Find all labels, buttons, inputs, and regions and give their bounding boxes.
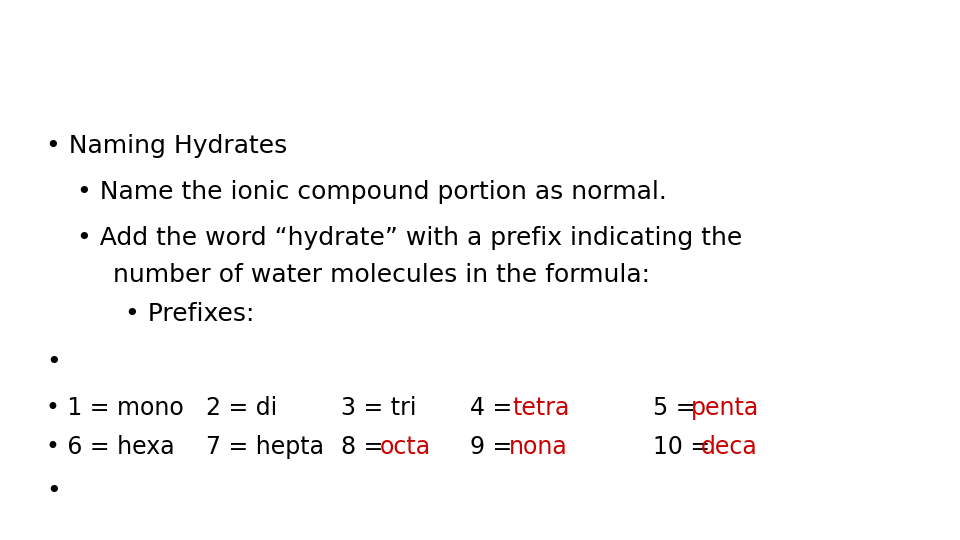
Text: 5 =: 5 = <box>653 396 703 420</box>
Text: deca: deca <box>701 435 757 459</box>
Text: • 1 = mono: • 1 = mono <box>46 396 183 420</box>
Text: • Naming Hydrates: • Naming Hydrates <box>46 134 287 158</box>
Text: 8 =: 8 = <box>341 435 391 459</box>
Text: • Name the ionic compound portion as normal.: • Name the ionic compound portion as nor… <box>77 180 666 204</box>
Text: 7 = hepta: 7 = hepta <box>206 435 324 459</box>
Text: • Prefixes:: • Prefixes: <box>125 302 254 326</box>
Text: • Add the word “hydrate” with a prefix indicating the: • Add the word “hydrate” with a prefix i… <box>77 226 742 249</box>
Text: octa: octa <box>380 435 431 459</box>
Text: penta: penta <box>691 396 759 420</box>
Text: •: • <box>46 480 60 503</box>
Text: 10 =: 10 = <box>653 435 717 459</box>
Text: number of water molecules in the formula:: number of water molecules in the formula… <box>113 264 650 287</box>
Text: 4 =: 4 = <box>470 396 520 420</box>
Text: nona: nona <box>509 435 567 459</box>
Text: 3 = tri: 3 = tri <box>341 396 417 420</box>
Text: • 6 = hexa: • 6 = hexa <box>46 435 175 459</box>
Text: 2 = di: 2 = di <box>206 396 277 420</box>
Text: •: • <box>46 350 60 374</box>
Text: tetra: tetra <box>513 396 570 420</box>
Text: 9 =: 9 = <box>470 435 520 459</box>
